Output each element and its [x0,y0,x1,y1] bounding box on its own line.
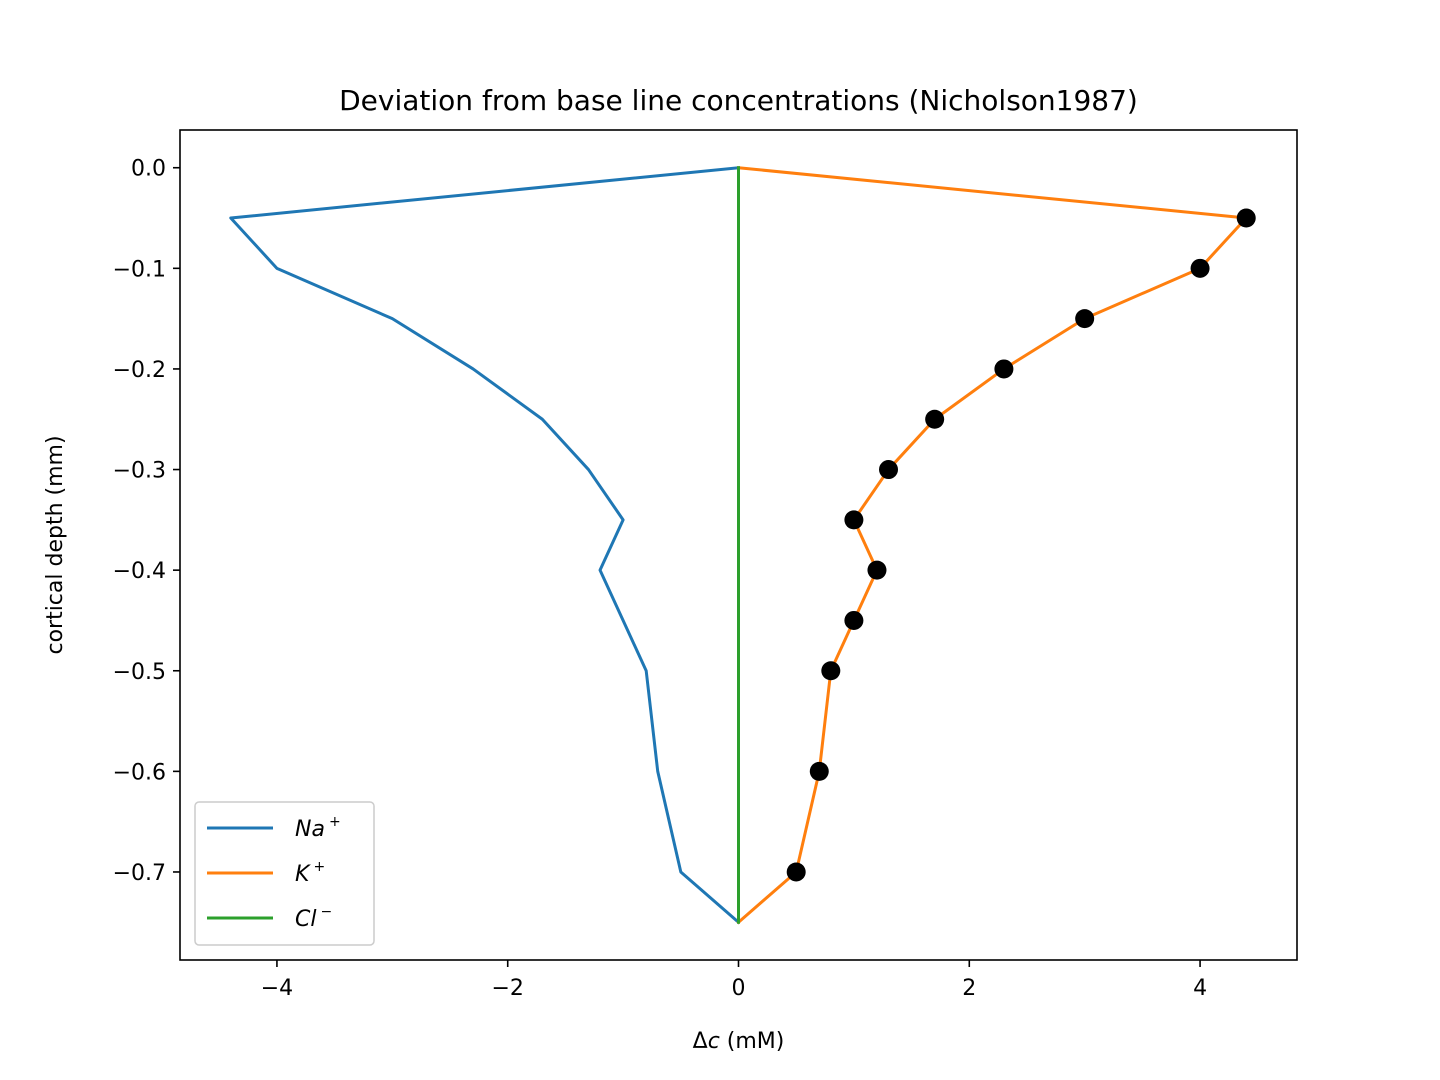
plot-layer [229,166,1256,925]
data-point-marker [844,610,864,630]
data-point-marker [994,359,1014,379]
y-tick-label: −0.1 [113,257,166,282]
x-tick-label: 2 [962,976,976,1001]
legend-entry-na: Na + [295,814,341,842]
data-point-marker [879,460,899,480]
y-tick-label: −0.5 [113,660,166,685]
data-point-marker [1190,258,1210,278]
series-line-k [736,166,1248,925]
y-axis-ticks: 0.0 −0.1 −0.2 −0.3 −0.4 −0.5 −0.6 −0.7 [113,157,180,886]
y-tick-label: −0.4 [113,559,166,584]
x-axis-label-variable: c [708,1029,720,1054]
x-tick-label: 4 [1193,976,1207,1001]
y-tick-label: −0.3 [113,459,166,484]
legend: Na + K + Cl − [194,801,375,946]
y-tick-label: 0.0 [131,157,166,182]
y-tick-label: −0.2 [113,358,166,383]
legend-entry-k: K + [295,859,325,887]
x-axis-label-unit: (mM) [720,1029,785,1054]
y-tick-label: −0.6 [113,760,166,785]
x-axis-label-prefix: Δ [693,1029,708,1054]
legend-box [194,801,375,946]
y-axis-label: cortical depth (mm) [43,435,68,654]
legend-entry-cl: Cl − [295,904,332,932]
x-axis-ticks: −4 −2 0 2 4 [261,960,1207,1001]
chart-title: Deviation from base line concentrations … [339,84,1138,117]
data-point-marker [1236,208,1256,228]
data-point-marker [867,560,887,580]
data-point-marker [925,409,945,429]
series-line-na [229,166,741,925]
data-point-marker [809,761,829,781]
data-point-marker [786,862,806,882]
y-tick-label: −0.7 [113,861,166,886]
data-point-marker [844,510,864,530]
data-point-marker [821,661,841,681]
x-axis-label: Δc (mM) [693,1029,785,1054]
x-tick-label: −4 [261,976,293,1001]
x-tick-label: 0 [732,976,746,1001]
data-point-marker [1075,309,1095,329]
x-tick-label: −2 [491,976,523,1001]
